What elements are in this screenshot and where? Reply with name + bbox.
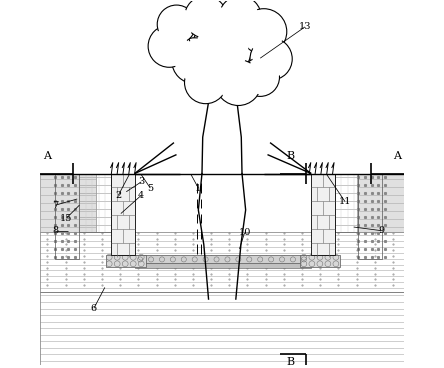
Text: 6: 6	[91, 304, 97, 313]
Bar	[311, 174, 335, 255]
Bar	[358, 174, 382, 259]
Text: B: B	[286, 151, 294, 161]
Bar	[56, 174, 79, 259]
Circle shape	[219, 0, 262, 38]
Text: 9: 9	[378, 226, 385, 235]
Circle shape	[244, 11, 284, 52]
Circle shape	[148, 25, 190, 67]
Text: 3: 3	[138, 177, 144, 187]
Circle shape	[253, 40, 289, 78]
Bar	[300, 255, 340, 267]
Text: 11: 11	[339, 197, 351, 206]
Circle shape	[174, 40, 215, 81]
Circle shape	[151, 28, 188, 65]
Circle shape	[185, 0, 227, 38]
Text: A: A	[44, 151, 52, 161]
Text: 15: 15	[60, 214, 72, 223]
Bar	[40, 292, 404, 365]
Circle shape	[222, 0, 259, 36]
Circle shape	[218, 63, 258, 103]
Text: 1: 1	[195, 184, 202, 192]
Bar	[79, 174, 111, 232]
Bar	[335, 174, 358, 232]
Circle shape	[241, 9, 287, 54]
Circle shape	[157, 5, 196, 44]
Circle shape	[159, 7, 194, 41]
Circle shape	[187, 64, 224, 101]
Bar	[135, 255, 311, 263]
Text: 7: 7	[52, 201, 59, 210]
Text: 4: 4	[138, 191, 144, 200]
Circle shape	[250, 38, 292, 80]
Text: 13: 13	[299, 22, 311, 31]
Text: 5: 5	[147, 184, 153, 192]
Bar	[357, 174, 404, 232]
Circle shape	[196, 22, 248, 74]
Text: B: B	[286, 357, 294, 367]
Bar	[135, 263, 311, 268]
Circle shape	[241, 58, 279, 96]
Circle shape	[185, 61, 227, 104]
Bar	[40, 174, 96, 232]
Text: 2: 2	[115, 191, 121, 200]
Bar	[111, 174, 135, 255]
Circle shape	[215, 60, 262, 106]
Circle shape	[172, 38, 218, 84]
Circle shape	[192, 18, 252, 78]
Circle shape	[243, 60, 277, 94]
Circle shape	[187, 0, 224, 36]
Text: 8: 8	[52, 226, 59, 235]
Bar	[40, 232, 404, 292]
Bar	[106, 255, 146, 267]
Text: 10: 10	[238, 229, 251, 237]
Text: A: A	[392, 151, 400, 161]
